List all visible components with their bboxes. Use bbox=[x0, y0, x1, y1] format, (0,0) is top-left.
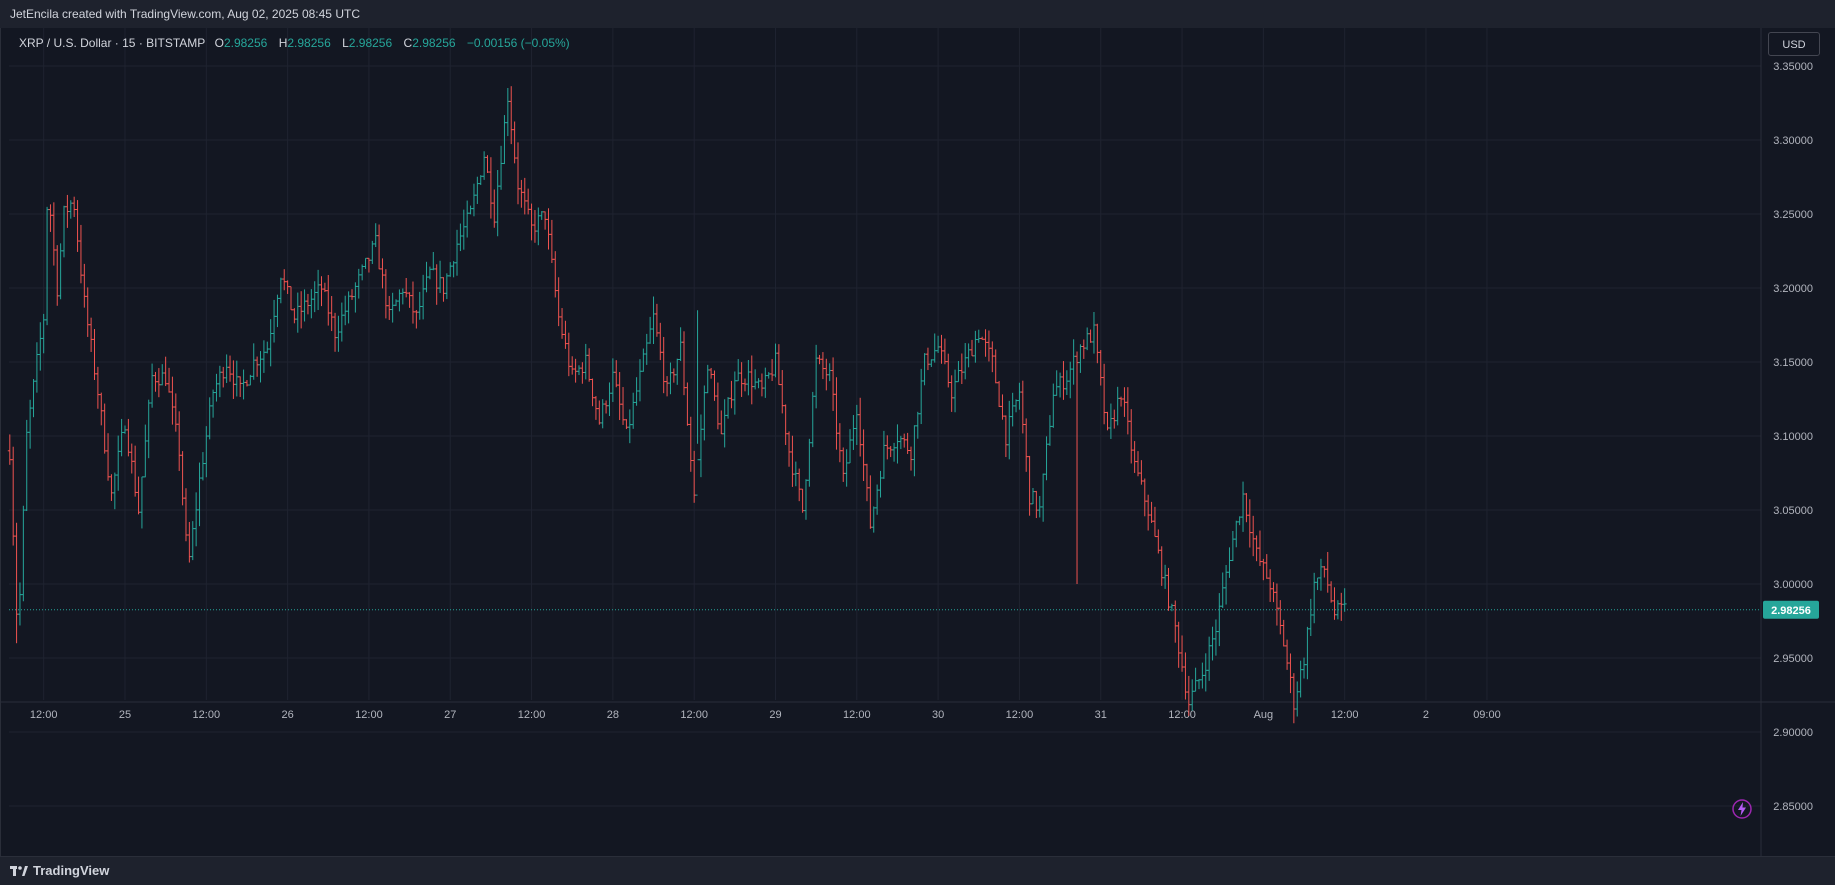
chart-area[interactable]: 3.35000 3.30000 3.25000 3.20000 3.15000 3.100… bbox=[0, 28, 1835, 856]
change-value: −0.00156 (−0.05%) bbox=[466, 36, 570, 50]
y-tick-label: 3.35000 bbox=[1773, 61, 1813, 73]
chart-credit: JetEncila created with TradingView.com, … bbox=[10, 7, 360, 21]
y-tick-label: 3.15000 bbox=[1773, 357, 1813, 369]
y-tick-label: 3.05000 bbox=[1773, 505, 1813, 517]
close-label: C bbox=[403, 36, 413, 50]
top-bar: JetEncila created with TradingView.com, … bbox=[0, 0, 1835, 29]
x-tick-label: 12:00 bbox=[193, 709, 221, 721]
footer-brand[interactable]: TradingView bbox=[10, 863, 109, 878]
x-tick-label: 28 bbox=[607, 709, 619, 721]
x-tick-label: 12:00 bbox=[518, 709, 546, 721]
symbol-title: XRP / U.S. Dollar · 15 · BITSTAMP bbox=[19, 36, 206, 50]
x-tick-label: 30 bbox=[932, 709, 944, 721]
close-value: 2.98256 bbox=[412, 36, 456, 50]
y-tick-label: 3.25000 bbox=[1773, 209, 1813, 221]
open-label: O bbox=[214, 36, 224, 50]
x-tick-label: 29 bbox=[769, 709, 781, 721]
tradingview-logo-icon bbox=[10, 866, 28, 876]
x-tick-label: 12:00 bbox=[30, 709, 58, 721]
y-tick-label: 2.85000 bbox=[1773, 801, 1813, 813]
last-price-badge bbox=[1763, 600, 1819, 619]
y-tick-label: 2.95000 bbox=[1773, 653, 1813, 665]
y-tick-label: 2.90000 bbox=[1773, 727, 1813, 739]
low-label: L bbox=[342, 36, 349, 50]
symbol-legend: XRP / U.S. Dollar · 15 · BITSTAMP O2.982… bbox=[19, 36, 578, 50]
x-tick-label: 12:00 bbox=[1331, 709, 1359, 721]
y-tick-label: 3.20000 bbox=[1773, 283, 1813, 295]
x-tick-label: 09:00 bbox=[1473, 709, 1501, 721]
high-value: 2.98256 bbox=[287, 36, 331, 50]
x-tick-label: 2 bbox=[1423, 709, 1429, 721]
x-tick-label: 12:00 bbox=[680, 709, 708, 721]
y-tick-label: 3.00000 bbox=[1773, 579, 1813, 591]
price-chart[interactable]: 3.35000 3.30000 3.25000 3.20000 3.15000 3.100… bbox=[1, 28, 1835, 856]
x-tick-label: 12:00 bbox=[1168, 709, 1196, 721]
x-tick-label: 12:00 bbox=[355, 709, 383, 721]
x-tick-label: 26 bbox=[281, 709, 293, 721]
y-tick-label: 3.30000 bbox=[1773, 135, 1813, 147]
currency-button[interactable]: USD bbox=[1768, 32, 1820, 56]
bottom-bar: TradingView bbox=[0, 856, 1835, 885]
x-tick-label: Aug bbox=[1254, 709, 1274, 721]
y-tick-label: 3.10000 bbox=[1773, 431, 1813, 443]
x-tick-label: 31 bbox=[1095, 709, 1107, 721]
open-value: 2.98256 bbox=[223, 36, 268, 50]
low-value: 2.98256 bbox=[348, 36, 393, 50]
lightning-icon[interactable] bbox=[1731, 798, 1753, 820]
last-price-label: 2.98256 bbox=[1771, 605, 1811, 617]
x-tick-label: 25 bbox=[119, 709, 131, 721]
x-tick-label: 12:00 bbox=[1006, 709, 1034, 721]
footer-brand-text: TradingView bbox=[33, 863, 110, 878]
x-tick-label: 27 bbox=[444, 709, 456, 721]
x-tick-label: 12:00 bbox=[843, 709, 871, 721]
high-label: H bbox=[278, 36, 288, 50]
